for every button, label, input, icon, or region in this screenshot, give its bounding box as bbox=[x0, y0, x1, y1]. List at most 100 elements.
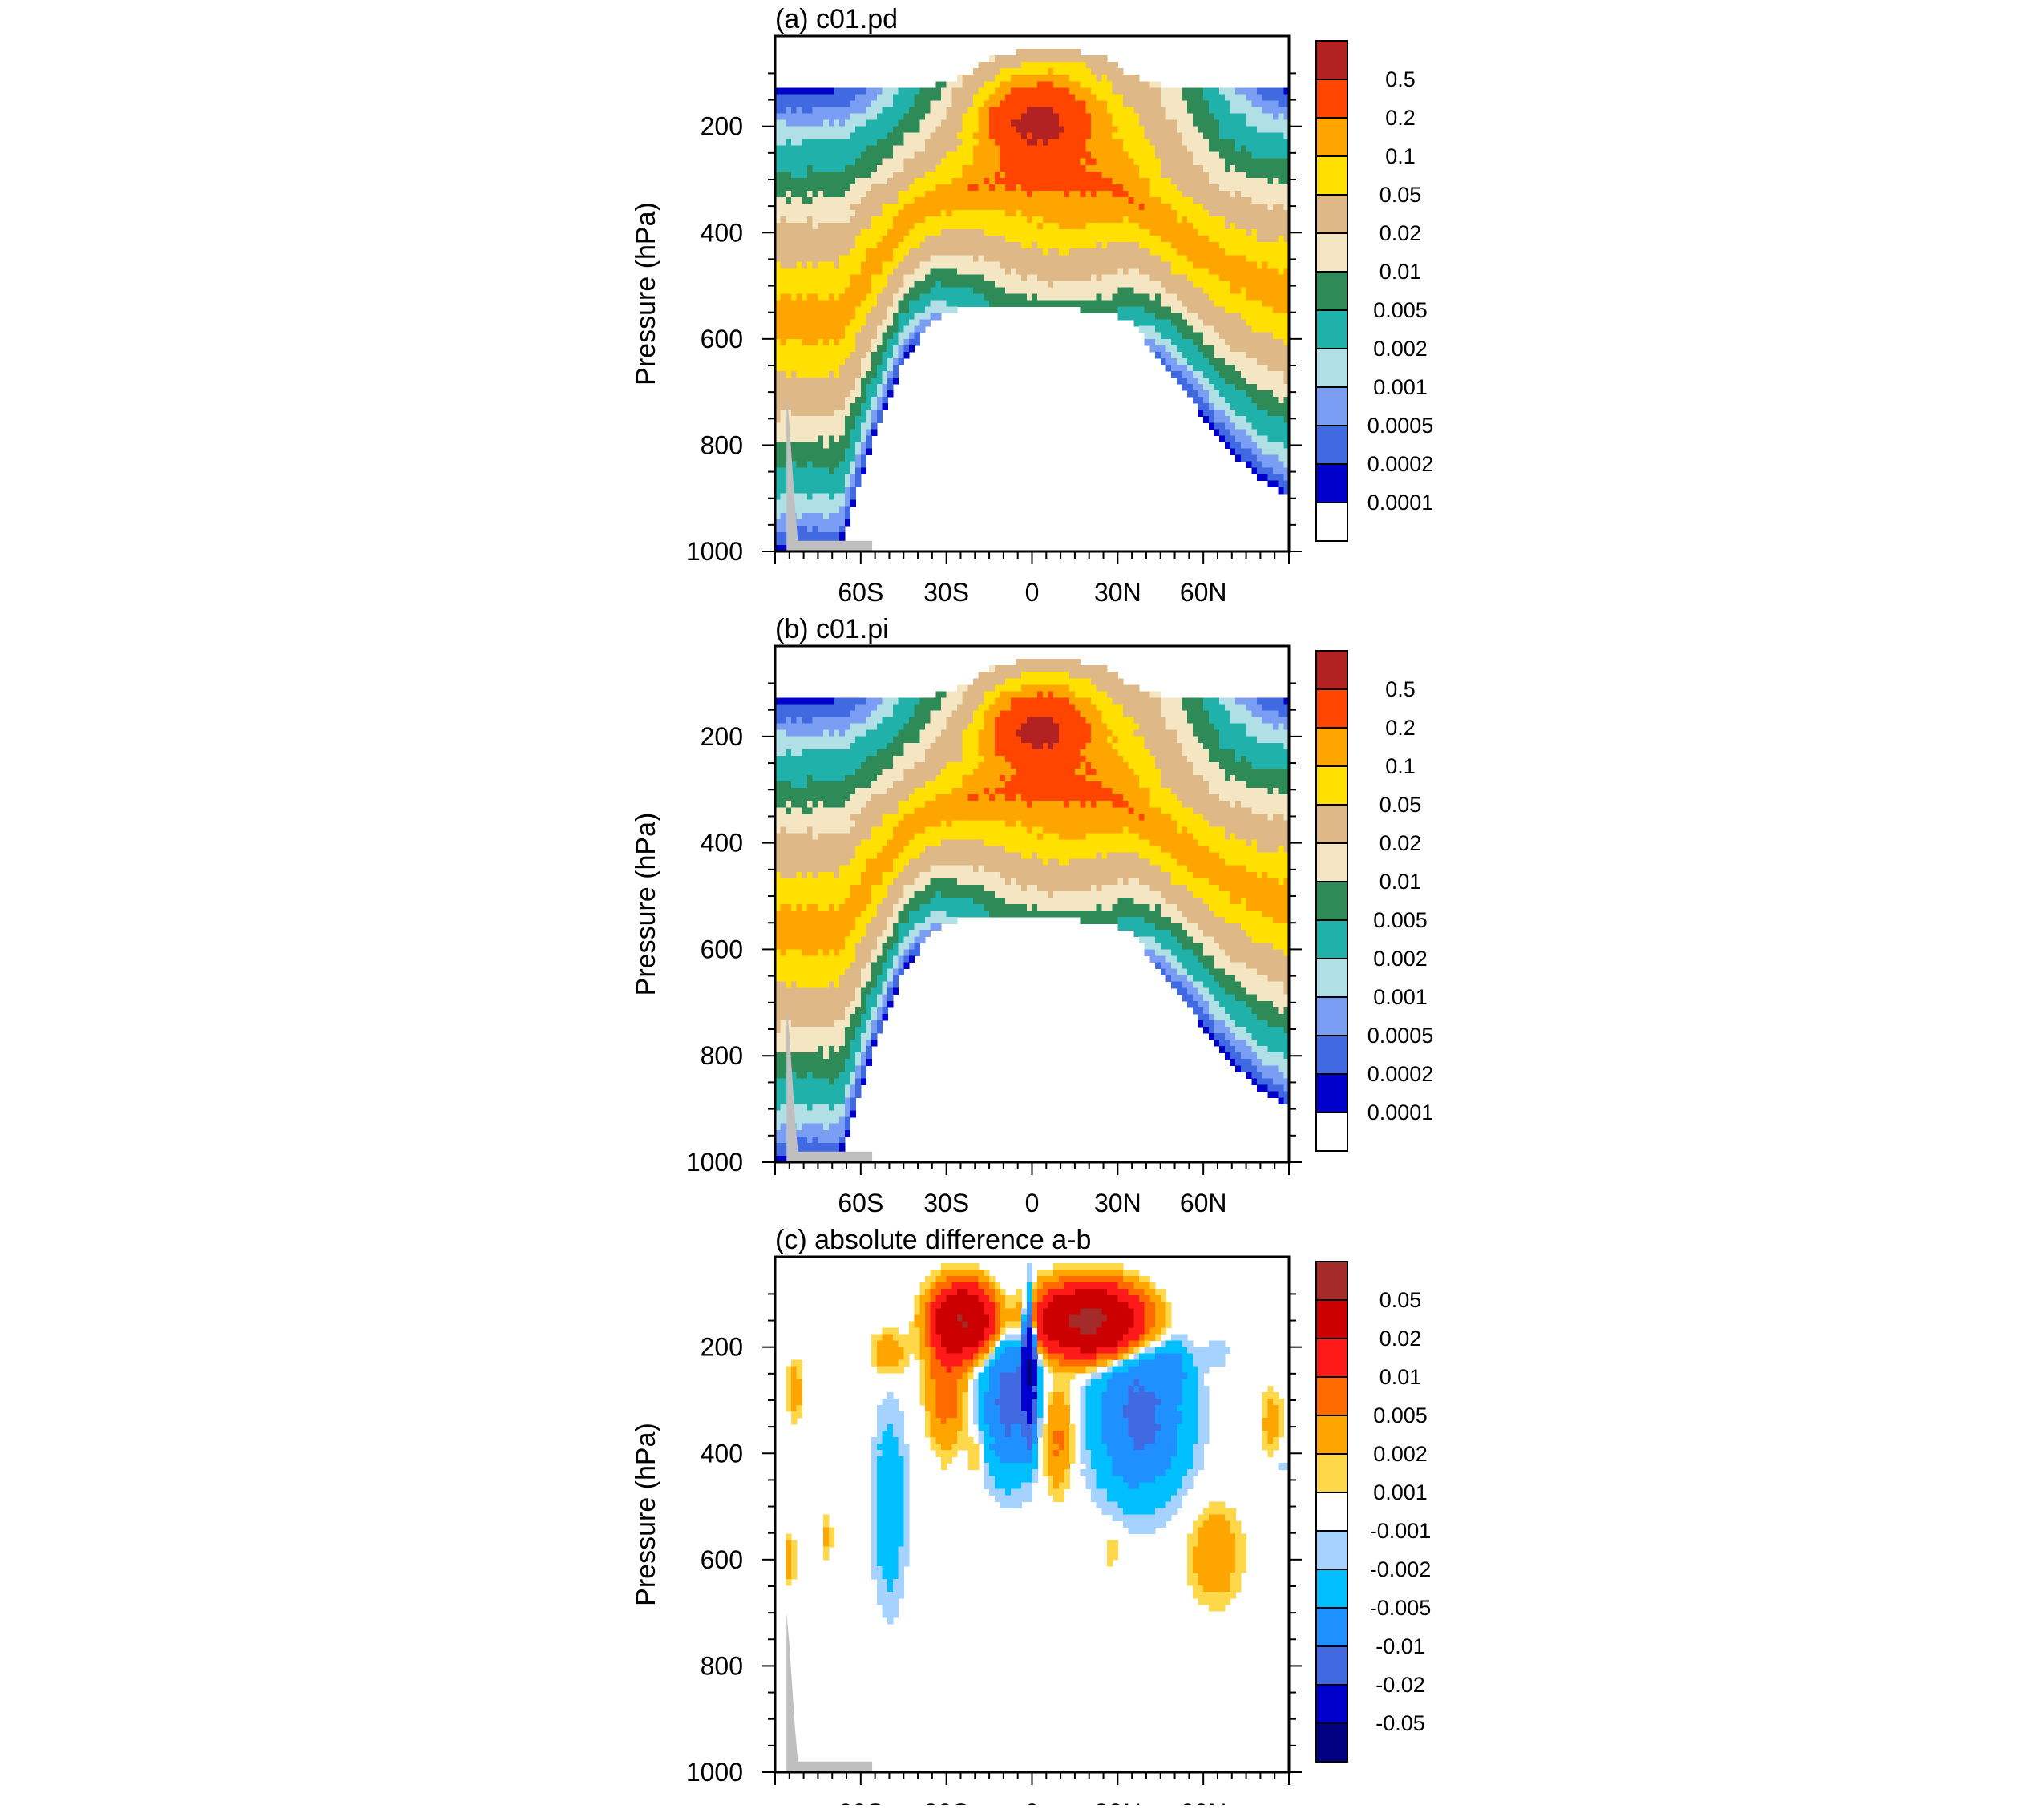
field-cell bbox=[989, 301, 995, 308]
field-cell bbox=[1182, 248, 1187, 256]
field-cell bbox=[1279, 435, 1284, 442]
field-cell bbox=[1177, 146, 1182, 153]
field-cell bbox=[1133, 281, 1139, 288]
field-cell bbox=[1246, 127, 1252, 134]
field-cell bbox=[931, 178, 936, 185]
field-cell bbox=[1091, 113, 1097, 120]
field-cell bbox=[979, 100, 984, 107]
field-cell bbox=[984, 242, 989, 249]
field-cell bbox=[1069, 133, 1075, 140]
field-cell bbox=[1064, 678, 1070, 685]
field-cell bbox=[1064, 87, 1070, 95]
field-cell bbox=[802, 513, 807, 520]
field-cell bbox=[1101, 87, 1107, 95]
field-cell bbox=[818, 165, 823, 172]
colorbar-label: 0.1 bbox=[1385, 144, 1416, 168]
field-cell bbox=[839, 236, 845, 243]
field-cell bbox=[1262, 274, 1268, 281]
field-cell bbox=[984, 229, 989, 236]
field-cell bbox=[909, 294, 915, 301]
field-cell bbox=[1171, 152, 1177, 159]
field-cell bbox=[1155, 139, 1161, 147]
field-cell bbox=[935, 81, 941, 88]
field-cell bbox=[1037, 248, 1043, 256]
field-cell bbox=[1037, 81, 1043, 88]
field-cell bbox=[1267, 422, 1273, 430]
field-cell bbox=[1123, 210, 1129, 217]
field-cell bbox=[818, 468, 823, 475]
field-cell bbox=[813, 422, 818, 430]
field-cell bbox=[1081, 665, 1086, 672]
field-cell bbox=[834, 313, 839, 321]
field-cell bbox=[1005, 127, 1011, 134]
field-cell bbox=[909, 107, 915, 114]
field-cell bbox=[1011, 107, 1016, 114]
field-cell bbox=[1085, 178, 1091, 185]
field-cell bbox=[1021, 94, 1027, 101]
field-cell bbox=[1251, 184, 1257, 192]
field-cell bbox=[818, 307, 823, 314]
field-cell bbox=[1064, 165, 1070, 172]
field-cell bbox=[1117, 287, 1123, 294]
field-cell bbox=[791, 191, 797, 198]
field-cell bbox=[1075, 268, 1081, 275]
field-cell bbox=[839, 320, 845, 327]
field-cell bbox=[1097, 261, 1102, 269]
field-cell bbox=[1145, 81, 1150, 88]
field-cell bbox=[1037, 94, 1043, 101]
field-cell bbox=[1027, 172, 1032, 179]
field-cell bbox=[1198, 119, 1203, 127]
field-cell bbox=[935, 248, 941, 256]
field-cell bbox=[791, 287, 797, 294]
field-cell bbox=[823, 358, 829, 365]
field-cell bbox=[786, 236, 791, 243]
field-cell bbox=[995, 236, 1000, 243]
field-cell bbox=[1246, 429, 1252, 436]
field-cell bbox=[818, 507, 823, 514]
field-cell bbox=[1005, 191, 1011, 198]
field-cell bbox=[877, 281, 883, 288]
field-cell bbox=[1279, 384, 1284, 391]
field-cell bbox=[1032, 75, 1038, 82]
field-cell bbox=[1032, 87, 1038, 95]
field-cell bbox=[1129, 236, 1134, 243]
field-cell bbox=[1133, 204, 1139, 211]
field-cell bbox=[1091, 229, 1097, 236]
field-cell bbox=[818, 416, 823, 423]
field-cell bbox=[909, 313, 915, 321]
field-cell bbox=[1064, 242, 1070, 249]
field-cell bbox=[786, 345, 791, 353]
field-cell bbox=[1081, 159, 1086, 166]
field-cell bbox=[1165, 307, 1171, 314]
field-cell bbox=[967, 229, 973, 236]
x-tick-label: 60N bbox=[1180, 578, 1227, 607]
field-cell bbox=[1246, 326, 1252, 333]
field-cell bbox=[903, 152, 909, 159]
field-cell bbox=[1000, 172, 1005, 179]
field-cell bbox=[1198, 352, 1203, 359]
field-cell bbox=[887, 113, 893, 120]
field-cell bbox=[1005, 274, 1011, 281]
field-cell bbox=[887, 255, 893, 262]
field-cell bbox=[855, 429, 861, 436]
field-cell bbox=[1198, 294, 1203, 301]
field-cell bbox=[802, 261, 807, 269]
field-cell bbox=[1155, 223, 1161, 230]
field-cell bbox=[813, 107, 818, 114]
colorbar-swatch bbox=[1316, 118, 1347, 156]
field-cell bbox=[1011, 62, 1016, 69]
field-cell bbox=[1139, 236, 1145, 243]
field-cell bbox=[1198, 333, 1203, 340]
field-cell bbox=[947, 216, 952, 224]
field-cell bbox=[1230, 216, 1236, 224]
field-cell bbox=[1251, 139, 1257, 147]
field-cell bbox=[813, 397, 818, 404]
field-cell bbox=[845, 119, 850, 127]
field-cell bbox=[1064, 172, 1070, 179]
field-cell bbox=[802, 274, 807, 281]
field-cell bbox=[1037, 100, 1043, 107]
field-cell bbox=[947, 159, 952, 166]
field-cell bbox=[1241, 435, 1246, 442]
field-cell bbox=[973, 178, 979, 185]
field-cell bbox=[1161, 352, 1166, 359]
